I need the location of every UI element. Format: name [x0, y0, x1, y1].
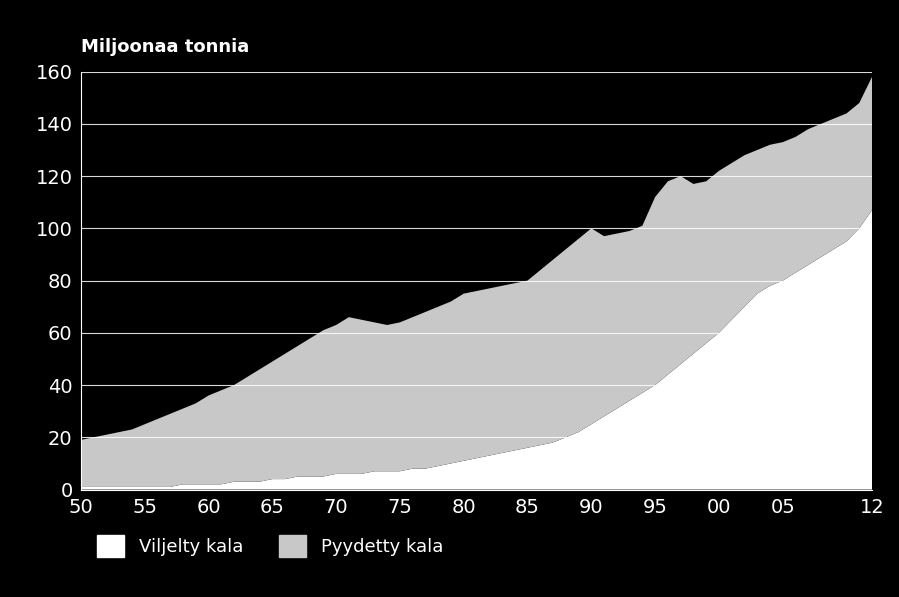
- Text: Miljoonaa tonnia: Miljoonaa tonnia: [81, 38, 249, 56]
- Legend: Viljelty kala, Pyydetty kala: Viljelty kala, Pyydetty kala: [90, 528, 450, 564]
